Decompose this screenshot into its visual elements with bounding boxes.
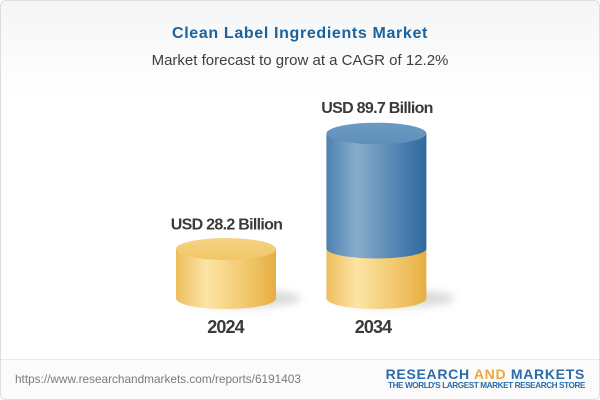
svg-text:USD 89.7 Billion: USD 89.7 Billion — [321, 100, 433, 117]
svg-text:USD 28.2 Billion: USD 28.2 Billion — [171, 217, 283, 234]
svg-text:2024: 2024 — [207, 317, 244, 337]
svg-text:2034: 2034 — [355, 317, 392, 337]
